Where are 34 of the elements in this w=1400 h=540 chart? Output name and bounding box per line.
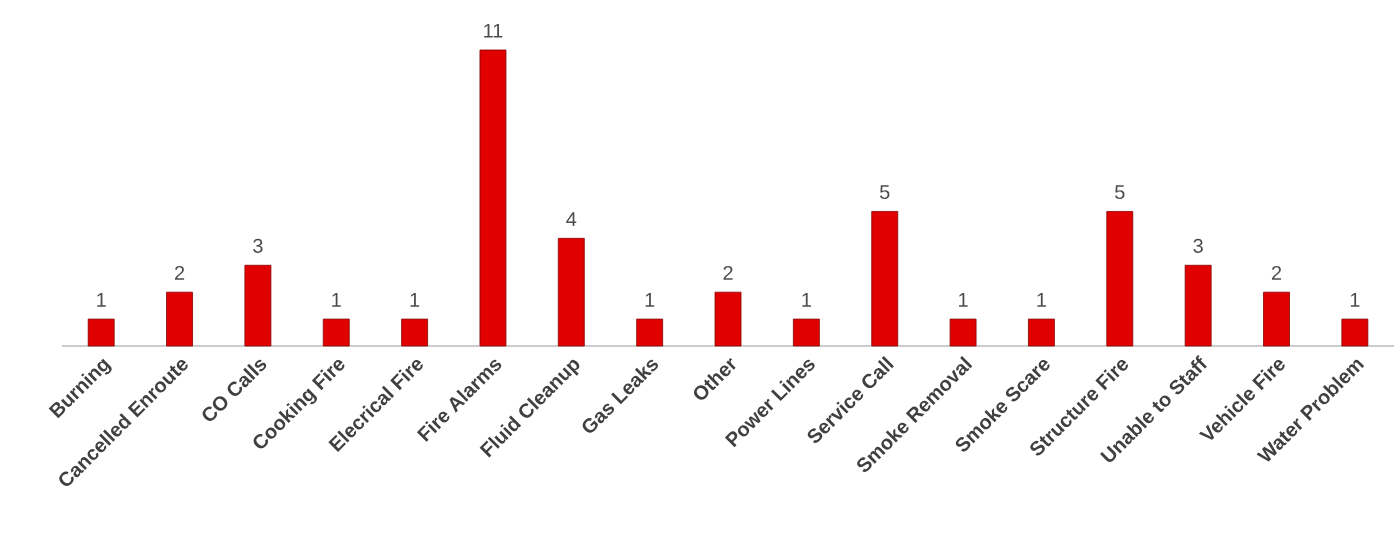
data-label: 1 bbox=[1037, 293, 1047, 307]
bar bbox=[636, 318, 664, 347]
bar bbox=[714, 291, 742, 347]
data-label: 1 bbox=[959, 293, 968, 307]
bar bbox=[1184, 264, 1212, 347]
data-label: 5 bbox=[1115, 185, 1125, 200]
bar bbox=[166, 291, 193, 347]
data-label: 4 bbox=[566, 212, 577, 226]
data-label: 1 bbox=[802, 293, 811, 307]
data-label: 2 bbox=[175, 265, 185, 280]
data-label: 1 bbox=[332, 293, 341, 307]
data-label: 2 bbox=[1271, 265, 1282, 280]
bar bbox=[949, 318, 977, 347]
data-label: 1 bbox=[410, 293, 420, 307]
bar bbox=[244, 264, 272, 347]
bar bbox=[792, 318, 820, 347]
bar bbox=[322, 318, 350, 347]
data-label: 11 bbox=[484, 23, 503, 38]
data-label: 5 bbox=[880, 185, 890, 200]
bar bbox=[1341, 318, 1369, 347]
bar bbox=[871, 211, 899, 347]
data-label: 1 bbox=[645, 293, 655, 307]
bar bbox=[1106, 211, 1134, 347]
data-label: 1 bbox=[1350, 293, 1360, 307]
bar bbox=[479, 49, 507, 347]
bar bbox=[557, 237, 585, 347]
bar bbox=[401, 318, 428, 347]
data-label: 2 bbox=[723, 265, 733, 280]
data-label: 1 bbox=[97, 293, 106, 307]
bar bbox=[87, 318, 115, 347]
data-label: 3 bbox=[253, 238, 263, 253]
bar bbox=[1028, 318, 1055, 347]
bar bbox=[1263, 291, 1290, 347]
data-label: 3 bbox=[1193, 238, 1203, 253]
